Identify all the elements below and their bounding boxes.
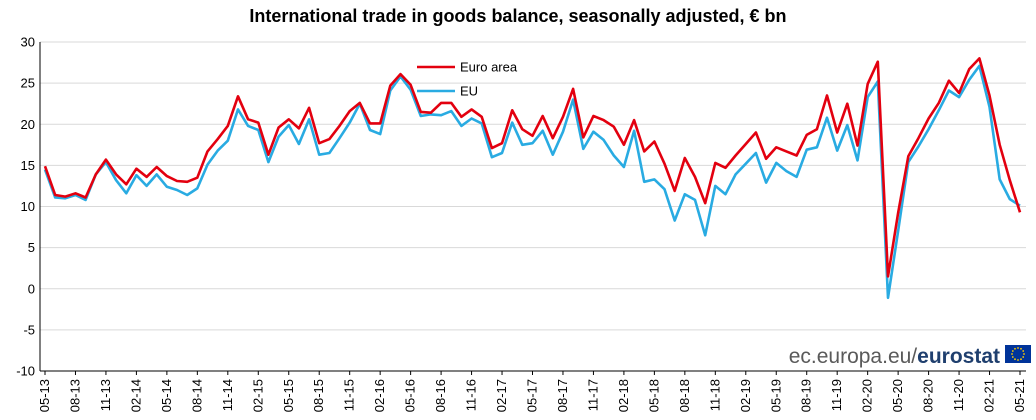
x-tick-label: 05-17 <box>525 379 540 412</box>
x-tick-label: 11-14 <box>220 379 235 411</box>
x-tick-label: 11-20 <box>951 379 966 411</box>
x-tick-label: 02-16 <box>372 379 387 412</box>
x-tick-label: 08-18 <box>677 379 692 412</box>
series-lines <box>43 57 1022 300</box>
x-tick-label: 11-15 <box>342 379 357 411</box>
svg-text:ec.europa.eu/eurostat: ec.europa.eu/eurostat <box>789 345 1000 368</box>
eu-flag-icon <box>1005 345 1031 363</box>
x-tick-label: 05-19 <box>768 379 783 412</box>
x-tick-label: 08-16 <box>433 379 448 412</box>
x-tick-label: 08-14 <box>189 379 204 412</box>
x-tick-label: 02-19 <box>738 379 753 412</box>
x-tick-label: 05-18 <box>646 379 661 412</box>
y-tick-label: 30 <box>21 35 35 50</box>
y-tick-label: 5 <box>28 240 35 255</box>
y-tick-label: 15 <box>21 158 35 173</box>
y-tick-label: 0 <box>28 281 35 296</box>
x-tick-label: 08-15 <box>311 379 326 412</box>
series-line-euro-area <box>43 57 1022 278</box>
watermark-brand-text: eurostat <box>917 345 1000 368</box>
y-axis-ticks: 30 25 20 15 10 5 0 -5 -10 <box>16 35 35 379</box>
x-tick-label: 05-21 <box>1012 379 1027 412</box>
x-tick-label: 05-15 <box>281 379 296 412</box>
x-tick-label: 08-19 <box>799 379 814 412</box>
x-axis-ticks: 05-13 08-13 11-13 02-14 05-14 08-14 11-14 02-15… <box>37 371 1027 412</box>
eurostat-watermark: ec.europa.eu/eurostat <box>789 345 1031 368</box>
series-line-eu <box>43 64 1021 300</box>
x-tick-label: 02-15 <box>250 379 265 412</box>
x-tick-label: 08-13 <box>67 379 82 412</box>
chart-title: International trade in goods balance, se… <box>249 6 787 26</box>
legend-label-eu: EU <box>460 84 478 99</box>
x-tick-label: 02-17 <box>494 379 509 412</box>
x-tick-label: 11-17 <box>585 379 600 411</box>
y-tick-label: 20 <box>21 117 35 132</box>
x-tick-label: 02-20 <box>860 379 875 412</box>
x-tick-label: 02-21 <box>982 379 997 412</box>
x-tick-label: 05-16 <box>403 379 418 412</box>
watermark-domain-text: ec.europa.eu/ <box>789 345 918 368</box>
x-tick-label: 11-19 <box>829 379 844 411</box>
y-tick-label: 25 <box>21 76 35 91</box>
x-tick-label: 11-18 <box>707 379 722 411</box>
x-tick-label: 08-20 <box>921 379 936 412</box>
y-tick-label: -10 <box>16 364 35 379</box>
y-tick-label: -5 <box>23 322 35 337</box>
x-tick-label: 05-13 <box>37 379 52 412</box>
x-tick-label: 02-18 <box>616 379 631 412</box>
x-tick-label: 08-17 <box>555 379 570 412</box>
y-tick-label: 10 <box>21 199 35 214</box>
x-tick-label: 02-14 <box>128 379 143 412</box>
legend: Euro area EU <box>417 60 518 99</box>
x-tick-label: 11-16 <box>464 379 479 411</box>
x-tick-label: 11-13 <box>98 379 113 411</box>
x-tick-label: 05-14 <box>159 379 174 412</box>
x-tick-label: 05-20 <box>890 379 905 412</box>
legend-label-euro-area: Euro area <box>460 60 518 75</box>
